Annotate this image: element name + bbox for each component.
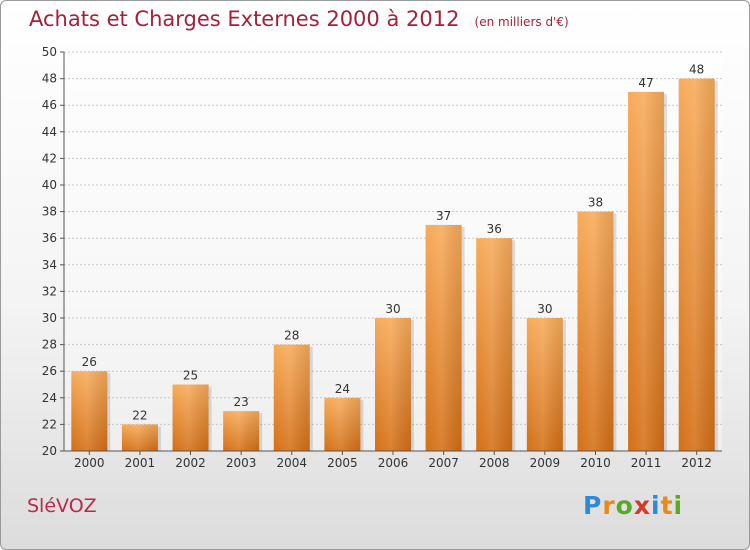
x-tick-label: 2006 <box>378 456 409 470</box>
x-tick-label: 2004 <box>276 456 307 470</box>
data-label: 28 <box>284 329 299 343</box>
y-tick-label: 22 <box>42 417 57 431</box>
bar-shine <box>324 397 361 451</box>
y-tick-label: 32 <box>42 284 57 298</box>
y-tick-label: 40 <box>42 178 57 192</box>
chart-unit: (en milliers d'€) <box>474 15 569 29</box>
proxiti-logo: Proxiti <box>583 491 684 520</box>
y-tick-label: 42 <box>42 151 57 165</box>
y-tick-label: 34 <box>42 258 57 272</box>
data-label: 30 <box>385 302 400 316</box>
bar-shine <box>476 238 513 451</box>
y-tick-label: 20 <box>42 444 57 458</box>
commune-name: SléVOZ <box>27 495 97 517</box>
data-label: 30 <box>537 302 552 316</box>
data-label: 25 <box>183 369 198 383</box>
bar-shine <box>628 91 665 452</box>
bar-shine <box>526 318 563 451</box>
bar-shine <box>425 224 462 451</box>
bar-shine <box>577 211 614 451</box>
bars-layer: 26 22 25 23 28 24 30 37 36 30 38 47 48 <box>71 63 718 452</box>
x-tick-label: 2003 <box>226 456 257 470</box>
bar-shine <box>121 424 158 451</box>
data-label: 37 <box>436 209 451 223</box>
data-label: 47 <box>638 76 653 90</box>
x-tick-label: 2009 <box>530 456 561 470</box>
y-tick-label: 38 <box>42 205 57 219</box>
x-tick-label: 2001 <box>125 456 156 470</box>
x-tick-label: 2008 <box>479 456 510 470</box>
data-label: 23 <box>234 395 249 409</box>
data-label: 22 <box>132 408 147 422</box>
x-tick-label: 2002 <box>175 456 206 470</box>
y-tick-label: 26 <box>42 364 57 378</box>
bar-shine <box>223 411 260 451</box>
y-tick-label: 46 <box>42 98 57 112</box>
bar-shine <box>273 344 310 451</box>
bar-shine <box>375 318 411 451</box>
x-tick-label: 2005 <box>327 456 358 470</box>
y-tick-label: 30 <box>42 311 57 325</box>
x-tick-label: 2010 <box>580 456 611 470</box>
axis-layer: 20 22 24 26 28 30 32 34 36 38 40 42 44 46 48 50 2000 2001… <box>42 45 722 470</box>
title-row: Achats et Charges Externes 2000 à 2012 (… <box>29 7 569 31</box>
data-label: 36 <box>487 222 502 236</box>
x-tick-label: 2011 <box>631 456 662 470</box>
y-tick-label: 50 <box>42 45 57 59</box>
bar-shine <box>172 384 209 451</box>
x-tick-label: 2007 <box>428 456 459 470</box>
bar-shine <box>71 371 108 451</box>
x-tick-label: 2012 <box>681 456 712 470</box>
chart-title: Achats et Charges Externes 2000 à 2012 <box>29 7 460 31</box>
y-tick-label: 36 <box>42 231 57 245</box>
data-label: 26 <box>82 355 97 369</box>
y-tick-label: 44 <box>42 125 57 139</box>
data-label: 48 <box>689 63 704 77</box>
bar-shine <box>678 78 715 451</box>
data-label: 24 <box>335 382 350 396</box>
y-tick-label: 48 <box>42 72 57 86</box>
data-label: 38 <box>588 196 603 210</box>
y-tick-label: 24 <box>42 391 57 405</box>
y-tick-label: 28 <box>42 338 57 352</box>
x-tick-label: 2000 <box>74 456 105 470</box>
